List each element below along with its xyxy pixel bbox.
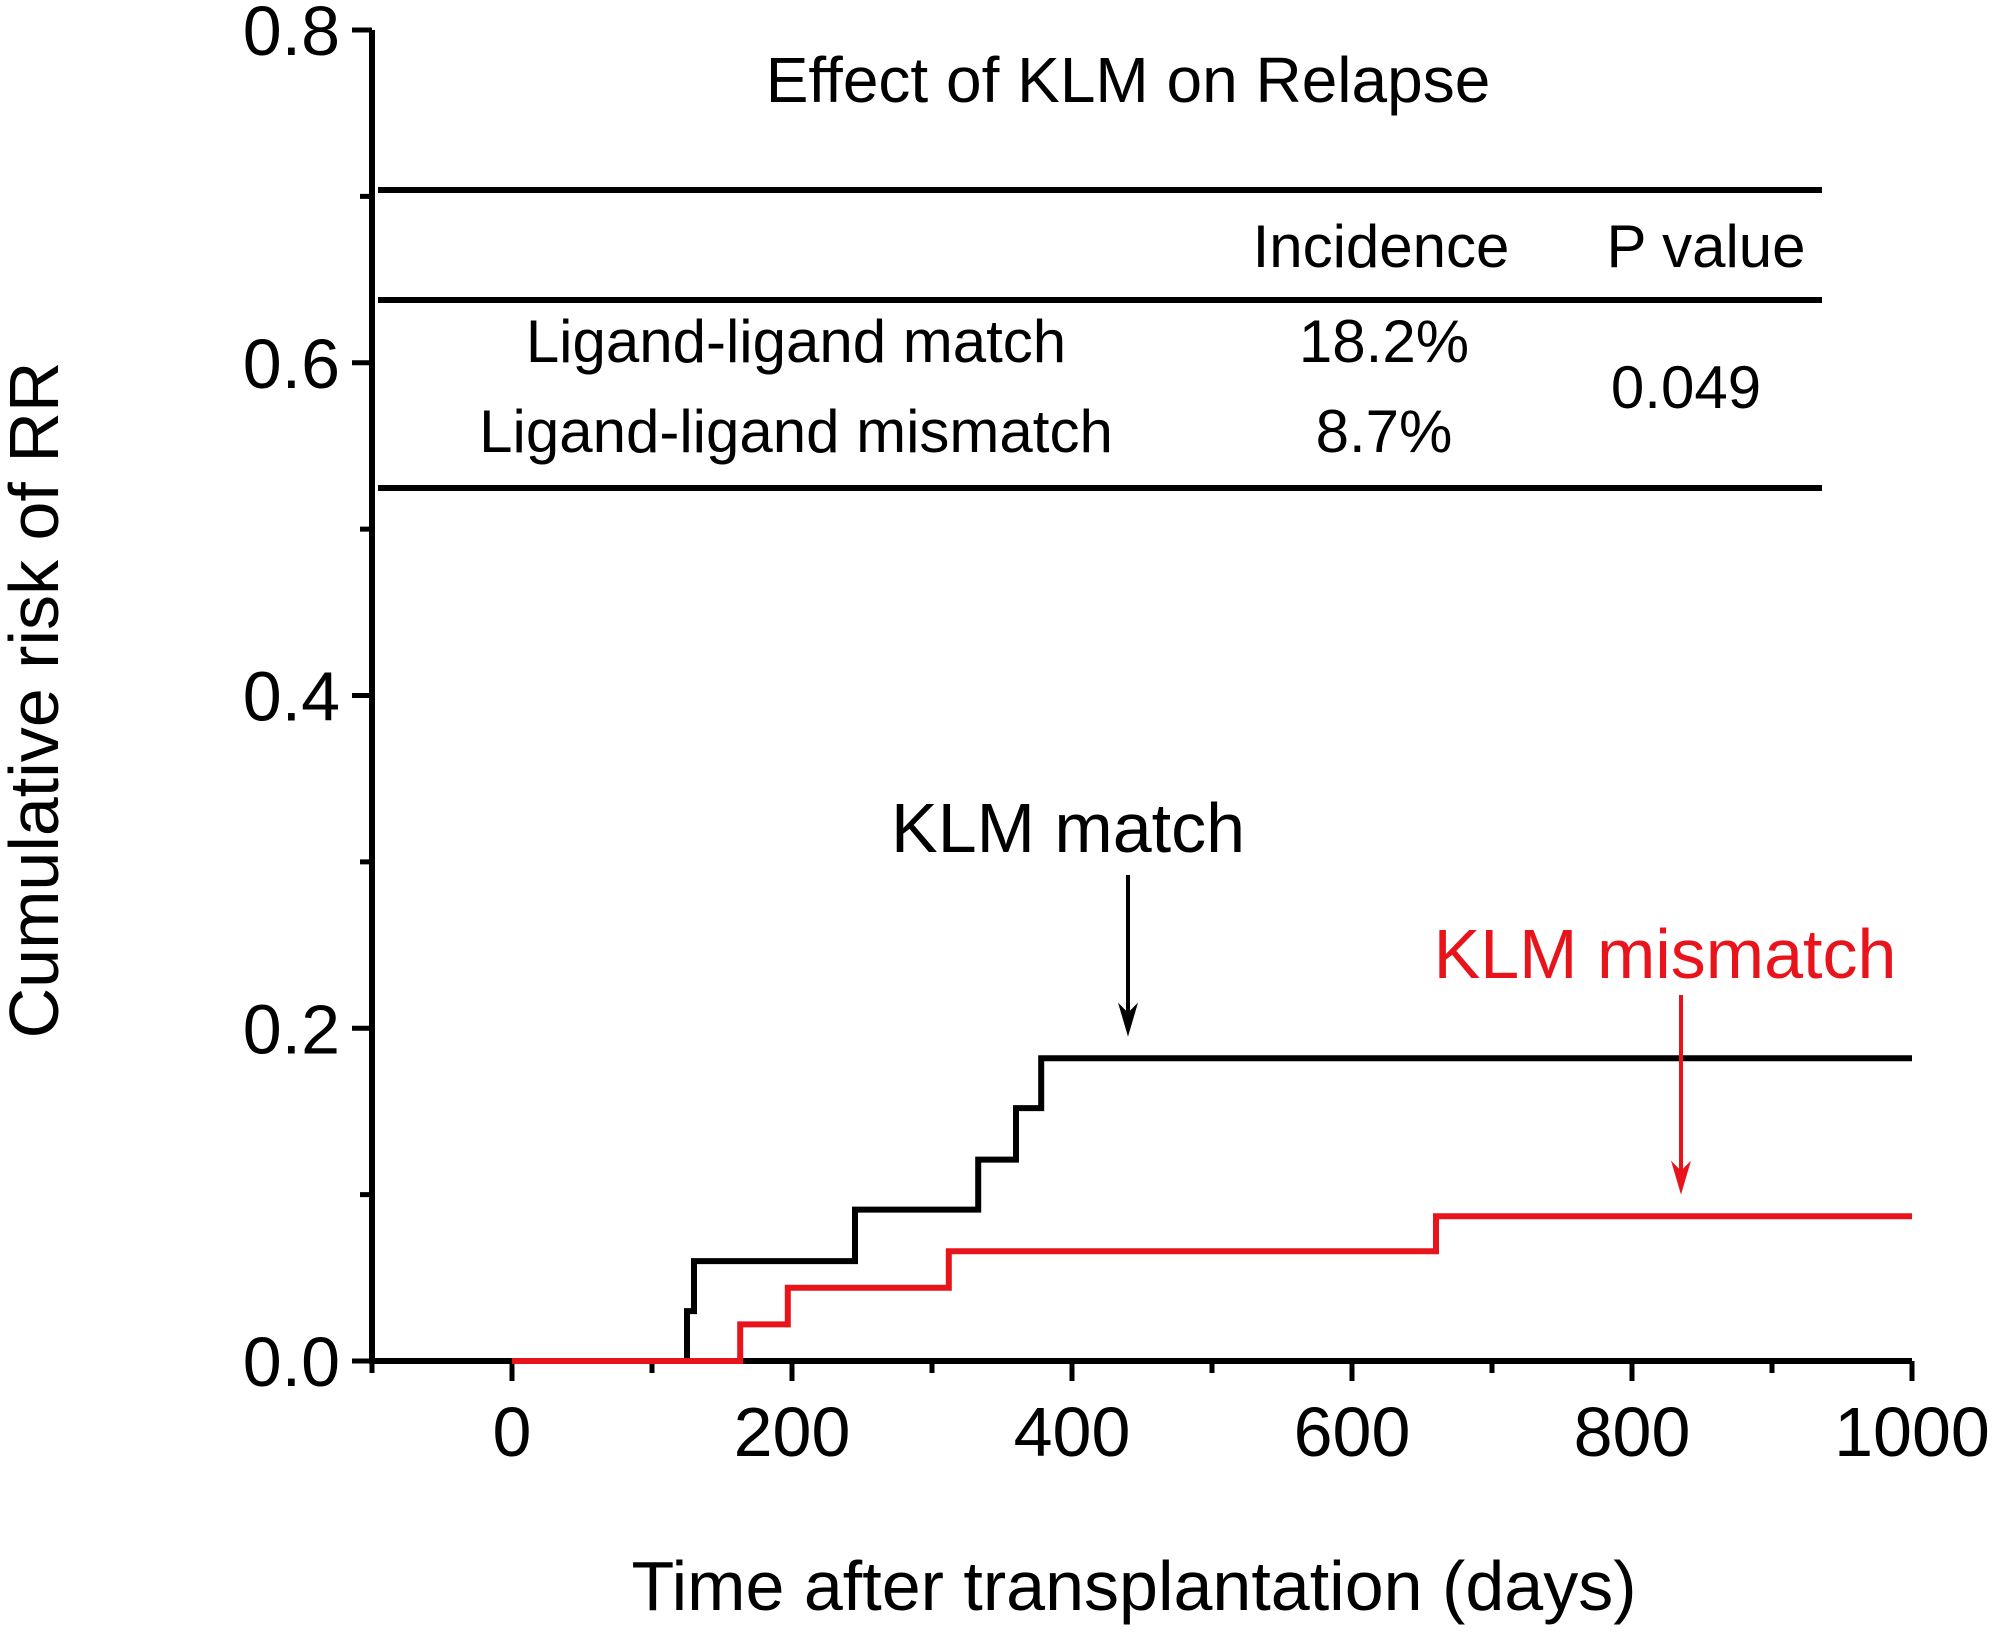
y-tick-label: 0.2 [243,990,340,1068]
x-tick-label: 0 [493,1393,532,1471]
chart-title: Effect of KLM on Relapse [766,44,1491,116]
table-header-p-value: P value [1606,213,1805,280]
series-line-klm-mismatch [512,1213,1912,1364]
x-tick-label: 600 [1294,1393,1411,1471]
annotation-klm-mismatch: KLM mismatch [1434,915,1897,993]
x-tick-label: 200 [734,1393,851,1471]
series [512,1055,1912,1364]
y-axis-label: Cumulative risk of RR [0,362,73,1039]
table-p-value: 0.049 [1611,354,1761,421]
x-tick-label: 400 [1014,1393,1131,1471]
table-row-group: Ligand-ligand mismatch [479,398,1113,465]
table-row-incidence: 8.7% [1316,398,1453,465]
table-header-incidence: Incidence [1253,213,1510,280]
y-tick-label: 0.8 [243,0,340,70]
stats-table: Incidence P value Ligand-ligand match 18… [378,187,1822,491]
x-tick-label: 1000 [1834,1393,1990,1471]
table-row-group: Ligand-ligand match [526,308,1066,375]
annotation-arrows [1118,875,1691,1195]
y-tick-label: 0.4 [243,658,340,736]
y-tick-label: 0.0 [243,1323,340,1401]
table-row-incidence: 18.2% [1299,308,1469,375]
x-axis-label: Time after transplantation (days) [631,1547,1636,1625]
ticks: 0 200 400 600 800 1000 0.0 0.2 0.4 0.6 0.8 [243,0,1990,1471]
x-tick-label: 800 [1574,1393,1691,1471]
arrow-mismatch-head [1671,1160,1691,1195]
y-tick-label: 0.6 [243,325,340,403]
annotation-klm-match: KLM match [891,789,1245,867]
arrow-match-head [1118,1002,1138,1037]
series-line-klm-match [512,1055,1912,1364]
